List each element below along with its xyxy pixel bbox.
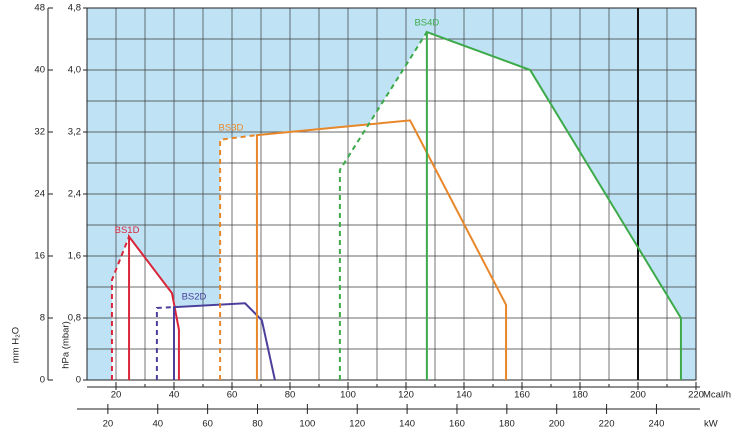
- y-axis-label: mm H₂O: [11, 327, 22, 363]
- x2-tick-label: 60: [202, 419, 213, 430]
- x-tick-label: 200: [630, 390, 646, 401]
- series-label: BS4D: [414, 18, 439, 29]
- axis-layer: 0 8 16 24 32 40 48 0 0,8 1,6 2,4 3,2 4,0 4,8 20 40 60 80 1…: [34, 3, 704, 430]
- x2-tick-label: 160: [449, 419, 465, 430]
- y2-axis-label: hPa (mbar): [61, 321, 72, 369]
- y2-tick-label: 2,4: [68, 189, 81, 200]
- x2-tick-label: 180: [499, 419, 515, 430]
- x-tick-label: 80: [285, 390, 296, 401]
- ignition-line: [155, 306, 175, 380]
- y2-tick-label: 1,6: [68, 251, 81, 262]
- series-line: [425, 30, 682, 380]
- x2-tick-label: 40: [152, 419, 163, 430]
- y2-tick-label: 3,2: [68, 127, 81, 138]
- x2-tick-label: 100: [299, 419, 315, 430]
- y2-tick-label: 0: [76, 375, 81, 386]
- y-tick-label: 48: [34, 3, 45, 14]
- area-layer: [111, 32, 681, 381]
- y-tick-label: 24: [34, 189, 45, 200]
- line-layer: BS1D BS2D BS3D BS4D: [110, 18, 682, 381]
- y-tick-label: 40: [34, 65, 45, 76]
- y2-tick-label: 0,8: [68, 313, 81, 324]
- series-label: BS2D: [182, 292, 207, 303]
- x-tick-label: 160: [514, 390, 530, 401]
- x-tick-label: 100: [340, 390, 356, 401]
- x-tick-label: 120: [398, 390, 414, 401]
- y-tick-label: 32: [34, 127, 45, 138]
- series-label: BS3D: [219, 123, 244, 134]
- y-tick-label: 16: [34, 251, 45, 262]
- x2-tick-label: 240: [649, 419, 665, 430]
- x2-tick-label: 200: [549, 419, 565, 430]
- x-tick-label: 220: [688, 390, 704, 401]
- grid-layer: [86, 7, 697, 381]
- x-axis-label: Mcal/h: [703, 390, 731, 401]
- y2-tick-label: 4,8: [68, 3, 81, 14]
- series-line: [173, 302, 276, 381]
- x2-axis-label: kW: [704, 419, 718, 430]
- x2-tick-label: 80: [252, 419, 263, 430]
- x-tick-label: 60: [227, 390, 238, 401]
- x2-tick-label: 120: [349, 419, 365, 430]
- series-line: [255, 119, 508, 380]
- series-line: [128, 233, 180, 380]
- x2-tick-label: 220: [599, 419, 615, 430]
- ignition-line: [219, 134, 258, 380]
- y-tick-label: 8: [40, 313, 45, 324]
- x2-tick-label: 140: [399, 419, 415, 430]
- x-tick-label: 140: [456, 390, 472, 401]
- working-area: [339, 32, 681, 381]
- series-label: BS1D: [115, 225, 140, 236]
- x2-tick-label: 20: [103, 419, 114, 430]
- y-tick-label: 0: [40, 375, 45, 386]
- ignition-line: [338, 31, 428, 380]
- x-tick-label: 20: [111, 390, 122, 401]
- ignition-line: [110, 236, 130, 380]
- x-tick-label: 180: [572, 390, 588, 401]
- x-tick-label: 40: [169, 390, 180, 401]
- y2-tick-label: 4,0: [68, 65, 81, 76]
